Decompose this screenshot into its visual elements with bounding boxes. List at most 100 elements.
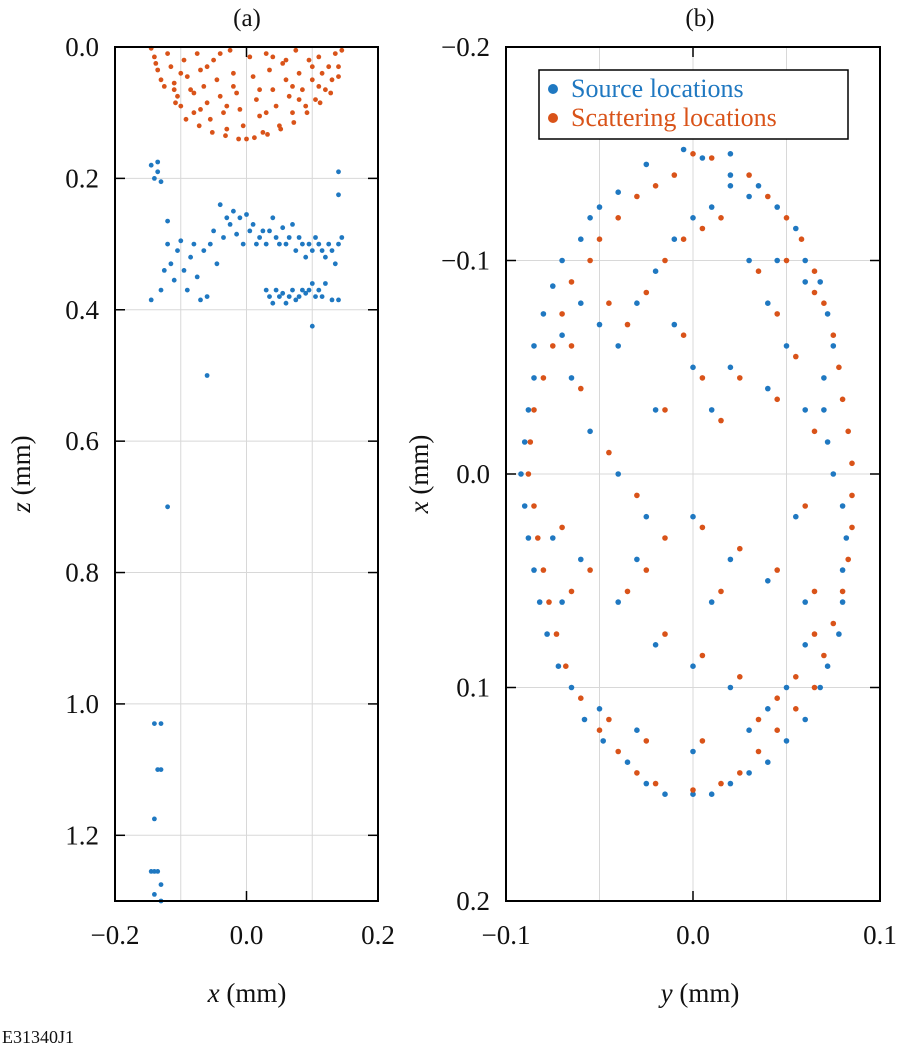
scattering-point — [306, 57, 312, 63]
source-point — [198, 297, 203, 303]
source-point — [568, 684, 575, 691]
source-point — [708, 599, 715, 605]
source-point — [254, 241, 259, 247]
source-point — [525, 535, 532, 541]
scattering-point — [221, 110, 226, 116]
source-point — [280, 225, 286, 231]
scattering-point — [699, 524, 706, 531]
scattering-point — [224, 103, 230, 109]
scattering-point — [774, 311, 780, 317]
source-point — [152, 892, 157, 897]
scattering-point — [240, 123, 246, 129]
scattering-point — [671, 172, 678, 178]
source-point — [267, 228, 272, 234]
scattering-point — [231, 70, 236, 76]
scattering-point — [845, 428, 851, 435]
source-point — [839, 503, 846, 509]
scattering-point — [550, 343, 556, 349]
source-point — [821, 375, 827, 381]
scattering-point — [587, 567, 593, 573]
scattering-point — [296, 70, 302, 76]
scattering-point — [184, 74, 190, 79]
scattering-point — [290, 110, 295, 116]
scattering-point — [793, 353, 799, 360]
scattering-point — [624, 588, 631, 595]
source-point — [211, 228, 217, 234]
figure-id: E31340J1 — [2, 1027, 74, 1047]
scattering-point — [634, 770, 640, 776]
source-point — [824, 439, 831, 445]
scattering-point — [283, 77, 289, 83]
source-point — [296, 294, 302, 299]
x-tick-label: 0.1 — [863, 920, 897, 950]
scattering-point — [263, 110, 269, 116]
scattering-point — [278, 126, 284, 132]
y-tick-label: 0.2 — [456, 886, 490, 916]
y-tick-label: 0.1 — [456, 673, 490, 703]
scattering-point — [849, 524, 855, 531]
scattering-point — [181, 57, 187, 63]
scattering-point — [204, 100, 210, 106]
source-point — [559, 332, 565, 339]
scattering-point — [836, 364, 842, 371]
scattering-point — [849, 460, 855, 467]
scattering-point — [802, 503, 808, 509]
scattering-point — [316, 84, 322, 89]
source-point — [521, 503, 528, 509]
scattering-point — [718, 215, 724, 221]
scattering-point — [793, 674, 799, 680]
scattering-point — [690, 787, 696, 793]
scattering-point — [273, 103, 279, 109]
x-tick-label: 0.2 — [361, 920, 395, 950]
source-point — [765, 578, 771, 584]
scattering-point — [329, 77, 335, 83]
scattering-point — [300, 87, 305, 93]
source-point — [727, 780, 734, 787]
source-point — [836, 631, 842, 637]
scattering-point — [326, 64, 332, 70]
source-point — [152, 869, 157, 874]
scattering-point — [680, 236, 687, 242]
source-point — [634, 556, 640, 563]
scattering-point — [737, 545, 743, 552]
scattering-point — [531, 407, 537, 413]
source-point — [323, 254, 328, 260]
scattering-point — [155, 67, 161, 73]
source-point — [293, 248, 299, 254]
source-point — [634, 300, 640, 307]
source-point — [615, 189, 621, 195]
x-tick-label: −0.1 — [482, 920, 531, 950]
panel-b-label: (b) — [685, 5, 714, 32]
source-point — [184, 287, 190, 293]
source-point — [690, 215, 696, 221]
source-point — [634, 727, 640, 733]
scattering-point — [293, 47, 299, 53]
source-point — [214, 261, 220, 267]
scattering-point — [178, 103, 184, 109]
source-point — [817, 279, 823, 285]
y-tick-label: 1.0 — [65, 689, 99, 719]
source-point — [168, 261, 174, 267]
source-point — [793, 225, 799, 232]
source-point — [329, 297, 335, 303]
source-point — [783, 684, 790, 691]
legend-marker-source — [548, 84, 558, 94]
scattering-point — [559, 311, 565, 317]
scattering-point — [606, 300, 612, 307]
scattering-point — [290, 84, 295, 89]
source-point — [774, 257, 780, 264]
source-point — [158, 882, 164, 887]
scattering-point — [152, 54, 157, 60]
legend-box — [538, 69, 849, 140]
source-point — [727, 183, 734, 189]
scattering-point — [332, 51, 338, 56]
x-tick-label: 0.0 — [676, 920, 710, 950]
scattering-point — [234, 90, 240, 96]
scattering-point — [196, 123, 202, 129]
scattering-point — [153, 61, 159, 66]
source-point — [286, 235, 292, 240]
scattering-point — [191, 90, 197, 96]
scattering-point — [209, 130, 215, 135]
y-tick-label: 0.2 — [65, 163, 99, 193]
source-point — [578, 556, 584, 563]
